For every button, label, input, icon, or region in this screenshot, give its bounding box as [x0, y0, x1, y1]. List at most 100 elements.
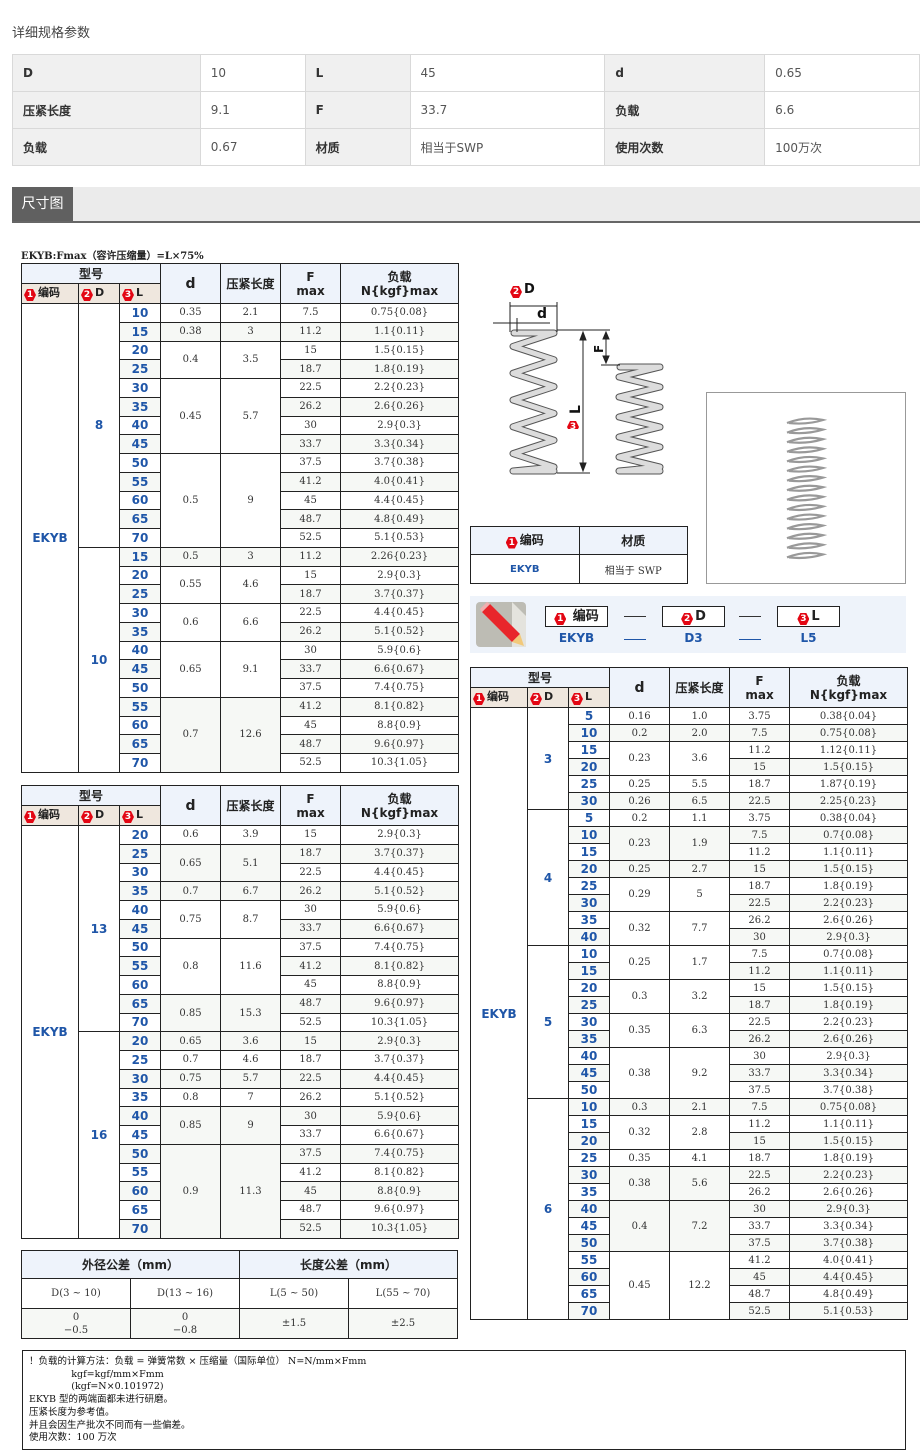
solid-length: 7.7: [669, 911, 731, 946]
param-value: 相当于SWP: [409, 128, 606, 166]
length-tolerance-header: 长度公差（mm）: [239, 1250, 458, 1279]
load: 7.4{0.75}: [340, 678, 460, 698]
free-length: 40: [567, 928, 611, 946]
solid-length: 2.1: [220, 303, 282, 323]
load: 1.8{0.19}: [789, 1149, 909, 1167]
table-row: 25 0.7 4.6 18.7 3.7{0.37}: [22, 1050, 460, 1070]
free-length: 30: [567, 792, 611, 810]
table-row: 16 20 0.65 3.6 15 2.9{0.3}: [22, 1031, 460, 1239]
wire-diameter: 0.25: [609, 775, 671, 793]
fmax: 26.2: [729, 911, 791, 929]
wire-diameter: 0.6: [160, 825, 222, 845]
free-length: 60: [567, 1268, 611, 1286]
tab-dimension-drawing[interactable]: 尺寸图: [12, 187, 73, 221]
load: 1.1{0.11}: [789, 962, 909, 980]
free-length: 10: [567, 826, 611, 844]
free-length: 10: [567, 1098, 611, 1116]
badge-1: 1: [505, 536, 518, 549]
model-header: 型号: [20, 785, 162, 806]
free-length: 40: [567, 1047, 611, 1065]
solid-length: 3.6: [220, 1031, 282, 1051]
fmax: 18.7: [729, 996, 791, 1014]
load: 6.6{0.67}: [340, 918, 460, 939]
fmax: 30: [280, 900, 342, 920]
free-length: 30: [567, 1166, 611, 1184]
coil: [786, 465, 828, 473]
free-length: 30: [118, 862, 162, 883]
page-title: 详细规格参数: [12, 26, 91, 41]
table-row: 5 10 0.25 1.7 7.5 0.7{0.08}: [471, 945, 909, 1099]
solid-length: 2.1: [669, 1098, 731, 1116]
table-row: 25 18.7 1.8{0.19}: [471, 996, 909, 1014]
solid-length: 6.7: [220, 881, 282, 901]
load: 3.3{0.34}: [340, 434, 460, 454]
tol-value: ±1.5: [239, 1308, 349, 1339]
fmax: 33.7: [280, 659, 342, 679]
label: L: [811, 609, 820, 624]
table-row: 30 0.45 5.7 22.5 2.2{0.23}: [22, 378, 460, 454]
load: 0.75{0.08}: [789, 724, 909, 742]
solid-length: 6.5: [669, 792, 731, 810]
free-length: 50: [118, 678, 162, 698]
tol-value: ±2.5: [348, 1308, 458, 1339]
table-row: 55 0.45 12.2 41.2 4.0{0.41}: [471, 1251, 909, 1320]
fmax: 7.5: [280, 303, 342, 323]
fmax: 18.7: [280, 584, 342, 604]
fmax: 37.5: [280, 1143, 342, 1164]
label: L: [585, 690, 593, 703]
wire-diameter: 0.25: [609, 945, 671, 980]
free-length: 40: [118, 415, 162, 436]
load: 3.7{0.38}: [789, 1081, 909, 1099]
wire-diameter: 0.26: [609, 792, 671, 810]
table-row: 65 48.7 4.8{0.49}: [471, 1285, 909, 1303]
table-row: 30 0.26 6.5 22.5 2.25{0.23}: [471, 792, 909, 810]
load: 5.1{0.52}: [340, 621, 460, 642]
label: D: [695, 609, 706, 624]
code-header: 1 编码: [21, 283, 79, 304]
subheader-row: 1 编码 2 D 3 L: [21, 805, 459, 826]
note-line: 使用次数：100 万次: [29, 1432, 117, 1444]
solid-length: 3.5: [220, 340, 282, 379]
fmax: 22.5: [280, 603, 342, 623]
fmax: 11.2: [729, 843, 791, 861]
load: 2.9{0.3}: [340, 825, 460, 845]
table-row: 40 0.85 9 30 5.9{0.6}: [22, 1106, 460, 1145]
label: max: [296, 283, 325, 298]
fmax: 45: [280, 490, 342, 511]
fmax: 45: [280, 715, 342, 736]
tol-value: 0 −0.5: [21, 1308, 131, 1339]
coil: [786, 427, 828, 435]
param-label: d: [604, 54, 766, 92]
solid-length-header: 压紧长度: [669, 667, 731, 708]
badge-3: 3: [567, 421, 579, 429]
fmax: 52.5: [280, 753, 342, 773]
free-length: 70: [118, 753, 162, 773]
product-photo: [706, 392, 906, 584]
load: 5.9{0.6}: [340, 900, 460, 920]
free-length: 50: [118, 1143, 162, 1164]
wire-diameter: 0.8: [160, 937, 222, 995]
load: 7.4{0.75}: [340, 1143, 460, 1164]
fmax: 15: [729, 860, 791, 878]
solid-length: 2.7: [669, 860, 731, 878]
wire-diameter: 0.4: [160, 340, 222, 379]
param-row: D 10 L 45 d 0.65: [12, 54, 920, 92]
fmax: 3.75: [729, 809, 791, 827]
section-bar: 尺寸图: [12, 187, 920, 223]
label: D: [95, 808, 105, 821]
fmax: 18.7: [729, 1149, 791, 1167]
free-length: 65: [118, 734, 162, 754]
free-length: 20: [118, 565, 162, 586]
load: 0.7{0.08}: [789, 826, 909, 844]
free-length: 35: [118, 881, 162, 901]
wire-diameter: 0.6: [160, 603, 222, 642]
solid-length-header: 压紧长度: [220, 785, 282, 826]
fmax: 22.5: [280, 378, 342, 398]
load: 2.6{0.26}: [789, 1030, 909, 1048]
solid-length: 1.7: [669, 945, 731, 980]
fmax: 22.5: [729, 894, 791, 912]
coil: [786, 436, 828, 444]
tol-col-label: L(55 ~ 70): [348, 1278, 458, 1309]
free-length: 15: [567, 741, 611, 759]
outer-diameter: 10: [78, 547, 120, 773]
